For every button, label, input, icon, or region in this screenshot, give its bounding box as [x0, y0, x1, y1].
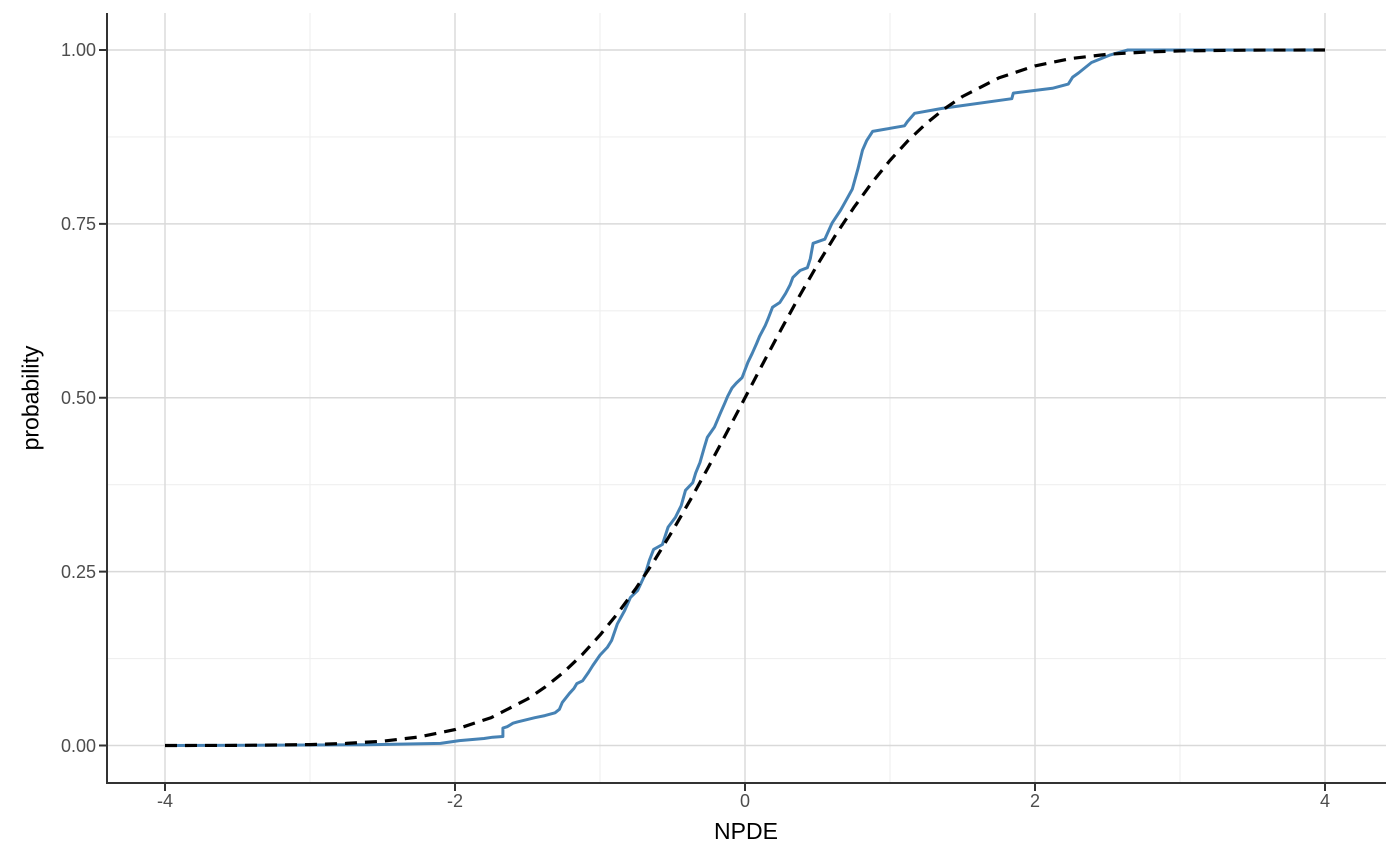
y-tick-label-1: 0.25 — [60, 562, 96, 582]
y-tick-label-2: 0.50 — [60, 388, 96, 408]
x-tick-label-2: 0 — [739, 791, 750, 811]
y-tick-label-4: 1.00 — [60, 40, 96, 60]
y-tick-label-0: 0.00 — [60, 736, 96, 756]
x-tick-label-1: -2 — [446, 791, 463, 811]
theoretical-cdf-line — [164, 48, 1326, 748]
x-tick-label-4: 4 — [1319, 791, 1330, 811]
x-axis-title: NPDE — [714, 818, 778, 844]
y-tick-label-3: 0.75 — [60, 214, 96, 234]
x-tick-label-3: 2 — [1029, 791, 1040, 811]
empirical-cdf-line — [164, 48, 1325, 747]
x-tick-label-0: -4 — [156, 791, 173, 811]
y-axis-title: probability — [17, 345, 44, 451]
